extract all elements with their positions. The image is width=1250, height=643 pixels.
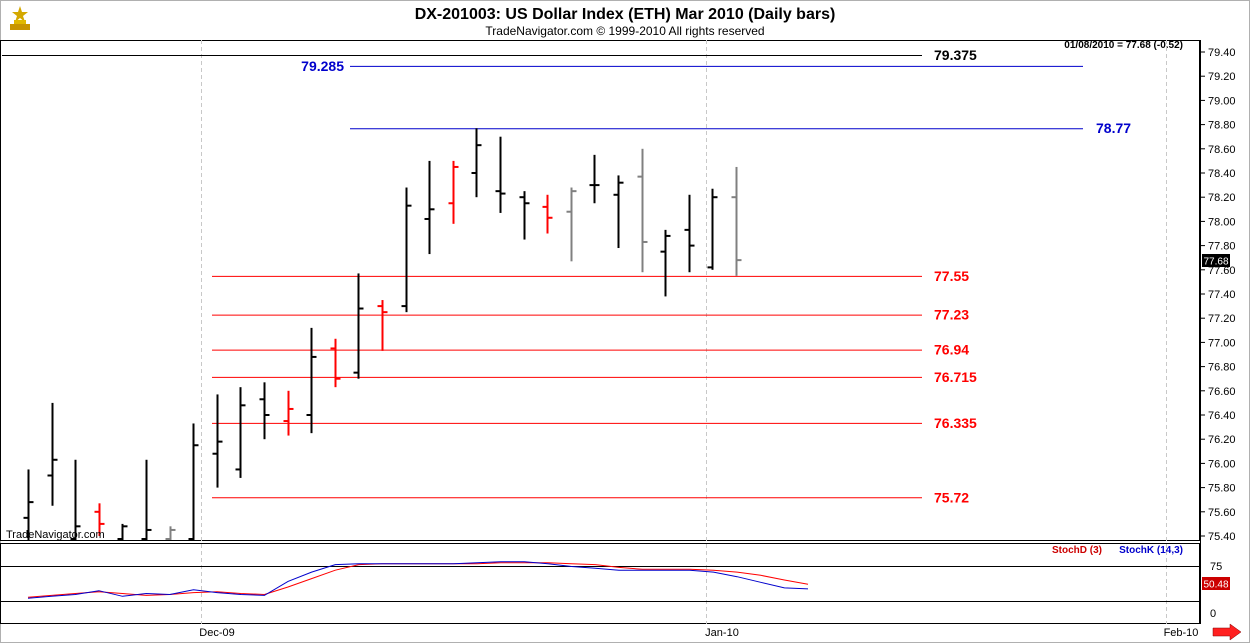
y-tick-label: 76.80 (1208, 362, 1236, 374)
watermark: TradeNavigator.com (6, 529, 105, 541)
y-tick-label: 78.60 (1208, 144, 1236, 156)
level-label: 79.375 (934, 47, 977, 63)
last-price-badge (1202, 254, 1230, 267)
stoch-y-tick-label: 75 (1210, 561, 1222, 573)
y-tick-label: 76.40 (1208, 410, 1236, 422)
y-tick-label: 77.80 (1208, 241, 1236, 253)
last-price-label: 77.68 (1203, 257, 1228, 268)
copyright-text: TradeNavigator.com © 1999-2010 All right… (485, 24, 764, 38)
y-tick-label: 76.20 (1208, 434, 1236, 446)
y-tick-label: 75.40 (1208, 531, 1236, 543)
y-tick-label: 77.00 (1208, 337, 1236, 349)
y-tick-label: 79.40 (1208, 47, 1236, 59)
level-label: 78.77 (1096, 120, 1131, 136)
chart-title: DX-201003: US Dollar Index (ETH) Mar 201… (415, 6, 836, 23)
y-tick-label: 76.60 (1208, 386, 1236, 398)
y-tick-label: 76.00 (1208, 458, 1236, 470)
level-label: 76.335 (934, 415, 977, 431)
level-label: 75.72 (934, 489, 969, 505)
y-tick-label: 78.80 (1208, 120, 1236, 132)
legend-stoch-d: StochD (3) (1052, 545, 1102, 556)
stoch-series-line (27, 561, 809, 599)
level-label: 79.285 (301, 58, 344, 74)
y-tick-label: 78.20 (1208, 192, 1236, 204)
stoch-y-tick-label: 0 (1210, 608, 1216, 620)
y-tick-label: 75.80 (1208, 483, 1236, 495)
y-tick-label: 78.40 (1208, 168, 1236, 180)
x-tick-label: Jan-10 (705, 627, 739, 639)
y-tick-label: 77.40 (1208, 289, 1236, 301)
y-tick-label: 79.20 (1208, 71, 1236, 83)
y-tick-label: 78.00 (1208, 216, 1236, 228)
y-tick-label: 77.60 (1208, 265, 1236, 277)
y-tick-label: 79.00 (1208, 95, 1236, 107)
legend-stoch-k: StochK (14,3) (1119, 545, 1183, 556)
level-label: 77.55 (934, 268, 969, 284)
tradenavigator-logo-icon (6, 4, 34, 34)
x-tick-label: Dec-09 (199, 627, 234, 639)
y-tick-label: 77.20 (1208, 313, 1236, 325)
x-tick-label: Feb-10 (1164, 627, 1199, 639)
stoch-panel (0, 543, 1200, 624)
scroll-right-arrow-icon[interactable] (1212, 623, 1242, 641)
level-label: 77.23 (934, 307, 969, 323)
level-label: 76.94 (934, 342, 969, 358)
price-panel (0, 40, 1200, 541)
level-label: 76.715 (934, 369, 977, 385)
y-tick-label: 75.60 (1208, 507, 1236, 519)
last-info-text: 01/08/2010 = 77.68 (-0.52) (1064, 40, 1183, 51)
stoch-value-badge (1202, 577, 1230, 590)
stoch-value-label: 50.48 (1203, 580, 1228, 591)
